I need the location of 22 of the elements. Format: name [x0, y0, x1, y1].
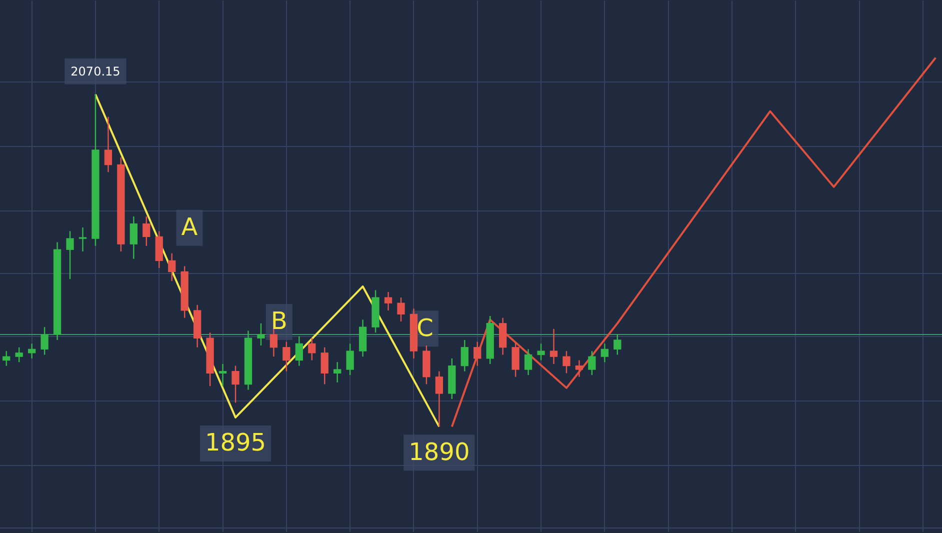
candlestick — [78, 226, 87, 252]
annotation: 2070.15 — [70, 64, 120, 79]
candlestick — [422, 344, 430, 385]
candlestick — [588, 350, 596, 376]
annotation: A — [181, 213, 198, 242]
annotation: 1890 — [408, 438, 470, 466]
annotation: B — [270, 307, 288, 336]
candlestick — [92, 94, 100, 247]
candlestick — [537, 343, 545, 361]
candlestick — [512, 341, 520, 378]
candlestick — [206, 332, 214, 387]
annotation: 1895 — [204, 428, 266, 457]
candlestick — [232, 365, 240, 404]
candlestick — [66, 230, 74, 280]
annotation: C — [416, 314, 434, 342]
candlestick — [257, 322, 265, 346]
candlestick — [117, 156, 125, 252]
candlestick — [40, 326, 48, 356]
candlestick — [397, 296, 405, 322]
candlestick — [562, 350, 570, 374]
candlestick — [372, 290, 380, 334]
candlestick — [346, 343, 354, 376]
